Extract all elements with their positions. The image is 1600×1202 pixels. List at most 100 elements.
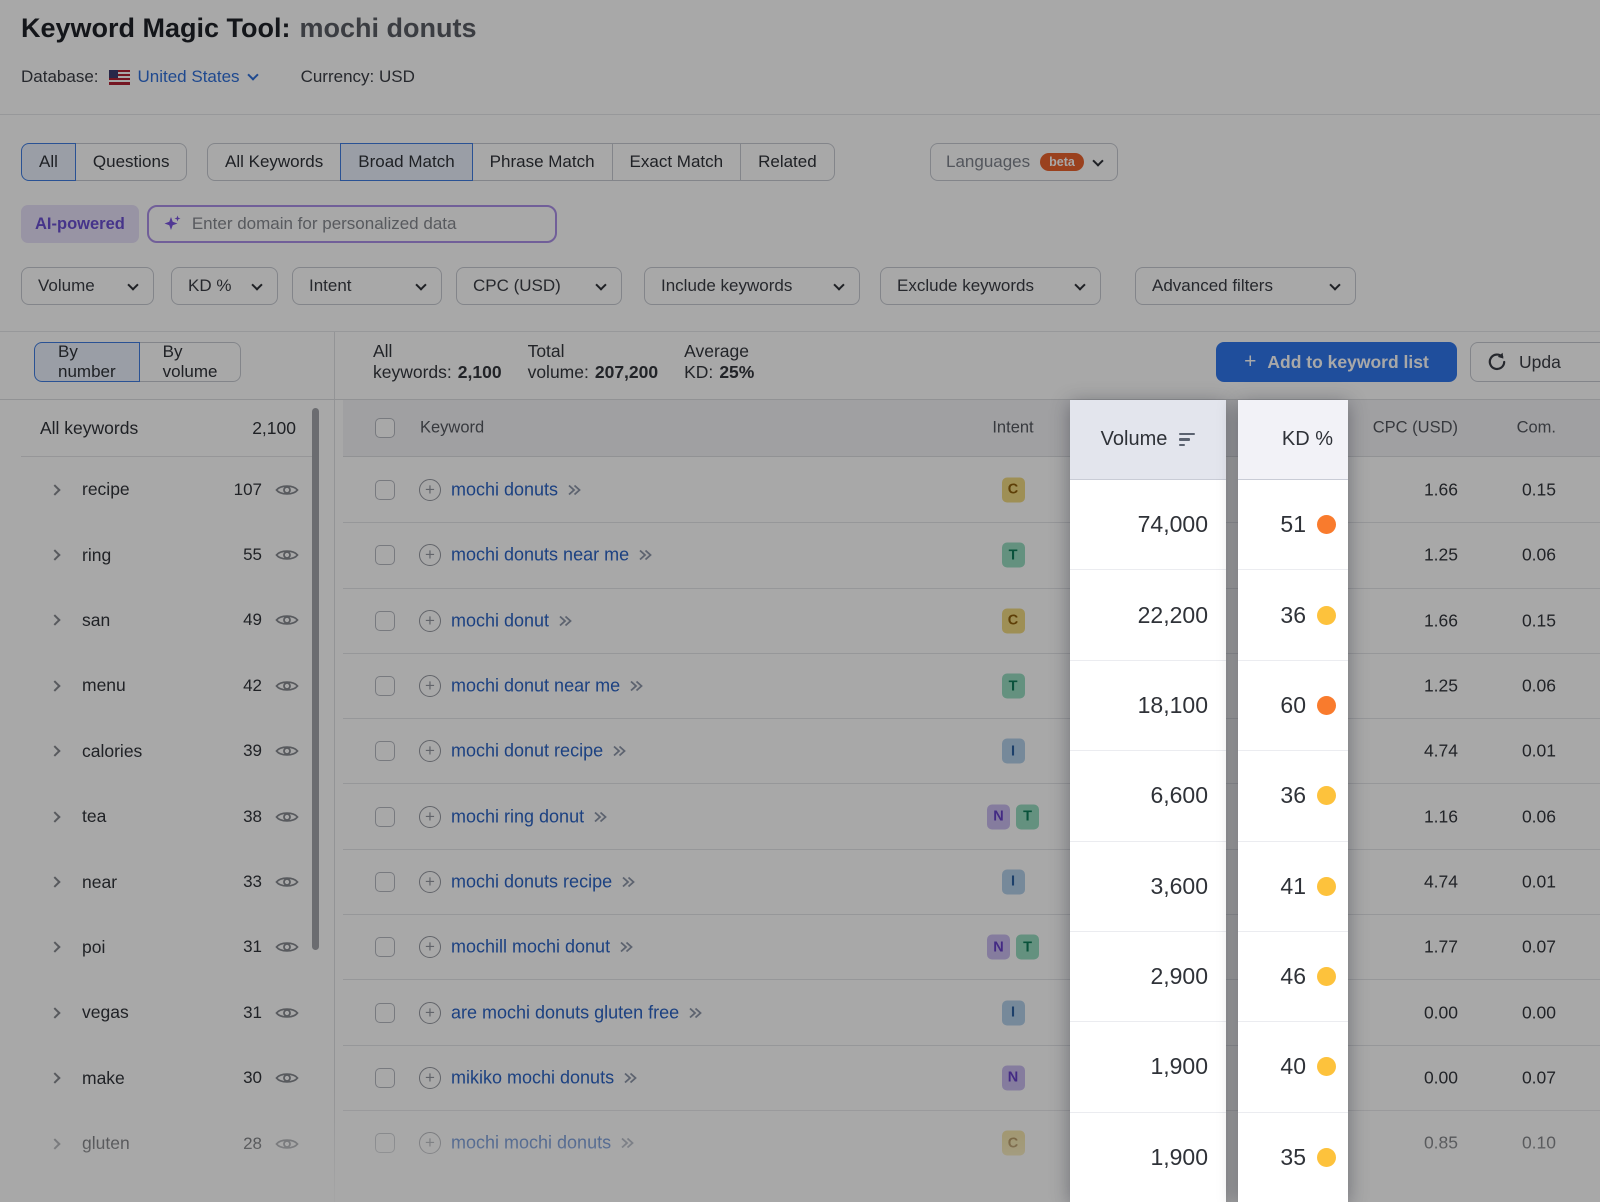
- languages-dropdown[interactable]: Languages beta: [930, 143, 1118, 181]
- row-checkbox[interactable]: [375, 545, 395, 566]
- eye-icon[interactable]: [275, 939, 299, 955]
- keyword-link[interactable]: mochi donuts: [451, 479, 559, 500]
- kd-difficulty-dot: [1317, 967, 1336, 987]
- column-header-kd[interactable]: KD %: [1238, 400, 1348, 480]
- tab-related[interactable]: Related: [740, 143, 835, 181]
- eye-icon[interactable]: [275, 809, 299, 825]
- open-keyword-icon[interactable]: [623, 1071, 638, 1084]
- sidebar-item-vegas[interactable]: vegas 31: [21, 980, 313, 1045]
- add-keyword-icon[interactable]: [419, 478, 441, 501]
- add-keyword-icon[interactable]: [419, 609, 441, 632]
- keyword-link[interactable]: mochi mochi donuts: [451, 1132, 612, 1153]
- add-keyword-icon[interactable]: [419, 805, 441, 828]
- filter-volume[interactable]: Volume: [21, 267, 154, 305]
- filter-intent[interactable]: Intent: [292, 267, 442, 305]
- filter-include-keywords[interactable]: Include keywords: [644, 267, 860, 305]
- tab-phrase-match[interactable]: Phrase Match: [471, 143, 613, 181]
- row-checkbox[interactable]: [375, 676, 395, 697]
- add-keyword-icon[interactable]: [419, 1066, 441, 1089]
- open-keyword-icon[interactable]: [638, 549, 653, 562]
- keyword-link[interactable]: mochi donuts recipe: [451, 871, 613, 892]
- open-keyword-icon[interactable]: [620, 1137, 635, 1150]
- open-keyword-icon[interactable]: [593, 810, 608, 823]
- sidebar-item-near[interactable]: near 33: [21, 849, 313, 914]
- filter-advanced[interactable]: Advanced filters: [1135, 267, 1356, 305]
- eye-icon[interactable]: [275, 547, 299, 563]
- eye-icon[interactable]: [275, 743, 299, 759]
- row-checkbox[interactable]: [375, 479, 395, 500]
- open-keyword-icon[interactable]: [558, 614, 573, 627]
- eye-icon[interactable]: [275, 1136, 299, 1152]
- page-title: Keyword Magic Tool: mochi donuts: [21, 13, 477, 44]
- column-header-com[interactable]: Com.: [1516, 418, 1556, 437]
- row-checkbox[interactable]: [375, 937, 395, 958]
- eye-icon[interactable]: [275, 874, 299, 890]
- open-keyword-icon[interactable]: [619, 941, 634, 954]
- add-keyword-icon[interactable]: [419, 544, 441, 567]
- row-checkbox[interactable]: [375, 871, 395, 892]
- tab-exact-match[interactable]: Exact Match: [611, 143, 742, 181]
- open-keyword-icon[interactable]: [688, 1006, 703, 1019]
- keyword-link[interactable]: mochi donut near me: [451, 675, 621, 696]
- by-volume-toggle[interactable]: By volume: [138, 342, 242, 382]
- column-header-intent[interactable]: Intent: [992, 418, 1034, 437]
- keyword-link[interactable]: mochill mochi donut: [451, 936, 611, 957]
- filter-exclude-keywords[interactable]: Exclude keywords: [880, 267, 1101, 305]
- add-keyword-icon[interactable]: [419, 936, 441, 959]
- tab-all[interactable]: All: [21, 143, 76, 181]
- filter-cpc[interactable]: CPC (USD): [456, 267, 622, 305]
- keyword-link[interactable]: mochi ring donut: [451, 806, 585, 827]
- eye-icon[interactable]: [275, 1070, 299, 1086]
- chevron-right-icon: [49, 810, 61, 823]
- sidebar-item-ring[interactable]: ring 55: [21, 522, 313, 587]
- keyword-link[interactable]: mochi donut recipe: [451, 740, 604, 761]
- sidebar-item-recipe[interactable]: recipe 107: [21, 457, 313, 522]
- database-selector[interactable]: United States: [138, 67, 259, 87]
- sidebar-header[interactable]: All keywords 2,100: [21, 400, 313, 457]
- keyword-link[interactable]: are mochi donuts gluten free: [451, 1002, 680, 1023]
- row-checkbox[interactable]: [375, 1133, 395, 1154]
- tab-all-keywords[interactable]: All Keywords: [207, 143, 342, 181]
- keyword-link[interactable]: mochi donut: [451, 610, 550, 631]
- tab-broad-match[interactable]: Broad Match: [340, 143, 473, 181]
- add-keyword-icon[interactable]: [419, 675, 441, 698]
- add-to-keyword-list-button[interactable]: Add to keyword list: [1216, 342, 1457, 382]
- sidebar-item-gluten[interactable]: gluten 28: [21, 1111, 313, 1176]
- open-keyword-icon[interactable]: [621, 875, 636, 888]
- keyword-link[interactable]: mikiko mochi donuts: [451, 1067, 615, 1088]
- column-header-keyword[interactable]: Keyword: [420, 418, 485, 437]
- by-number-toggle[interactable]: By number: [34, 342, 140, 382]
- eye-icon[interactable]: [275, 482, 299, 498]
- eye-icon[interactable]: [275, 612, 299, 628]
- column-header-cpc[interactable]: CPC (USD): [1372, 418, 1458, 437]
- add-keyword-icon[interactable]: [419, 740, 441, 763]
- row-checkbox[interactable]: [375, 1067, 395, 1088]
- column-header-volume[interactable]: Volume: [1070, 400, 1226, 480]
- row-checkbox[interactable]: [375, 806, 395, 827]
- keyword-link[interactable]: mochi donuts near me: [451, 544, 630, 565]
- sidebar-item-make[interactable]: make 30: [21, 1046, 313, 1111]
- eye-icon[interactable]: [275, 678, 299, 694]
- sidebar-item-poi[interactable]: poi 31: [21, 915, 313, 980]
- open-keyword-icon[interactable]: [612, 745, 627, 758]
- add-keyword-icon[interactable]: [419, 1001, 441, 1024]
- add-keyword-icon[interactable]: [419, 1132, 441, 1155]
- row-checkbox[interactable]: [375, 1002, 395, 1023]
- row-checkbox[interactable]: [375, 741, 395, 762]
- sidebar-scrollbar[interactable]: [312, 408, 319, 950]
- filter-kd[interactable]: KD %: [171, 267, 278, 305]
- kd-value: 51: [1280, 511, 1306, 538]
- select-all-checkbox[interactable]: [375, 418, 395, 438]
- open-keyword-icon[interactable]: [567, 483, 582, 496]
- domain-input[interactable]: Enter domain for personalized data: [146, 205, 557, 243]
- eye-icon[interactable]: [275, 1005, 299, 1021]
- row-checkbox[interactable]: [375, 610, 395, 631]
- open-keyword-icon[interactable]: [629, 680, 644, 693]
- tab-questions[interactable]: Questions: [74, 143, 188, 181]
- sidebar-item-tea[interactable]: tea 38: [21, 784, 313, 849]
- add-keyword-icon[interactable]: [419, 870, 441, 893]
- sidebar-item-menu[interactable]: menu 42: [21, 653, 313, 718]
- sidebar-item-calories[interactable]: calories 39: [21, 719, 313, 784]
- update-metrics-button[interactable]: Upda: [1470, 342, 1600, 382]
- sidebar-item-san[interactable]: san 49: [21, 588, 313, 653]
